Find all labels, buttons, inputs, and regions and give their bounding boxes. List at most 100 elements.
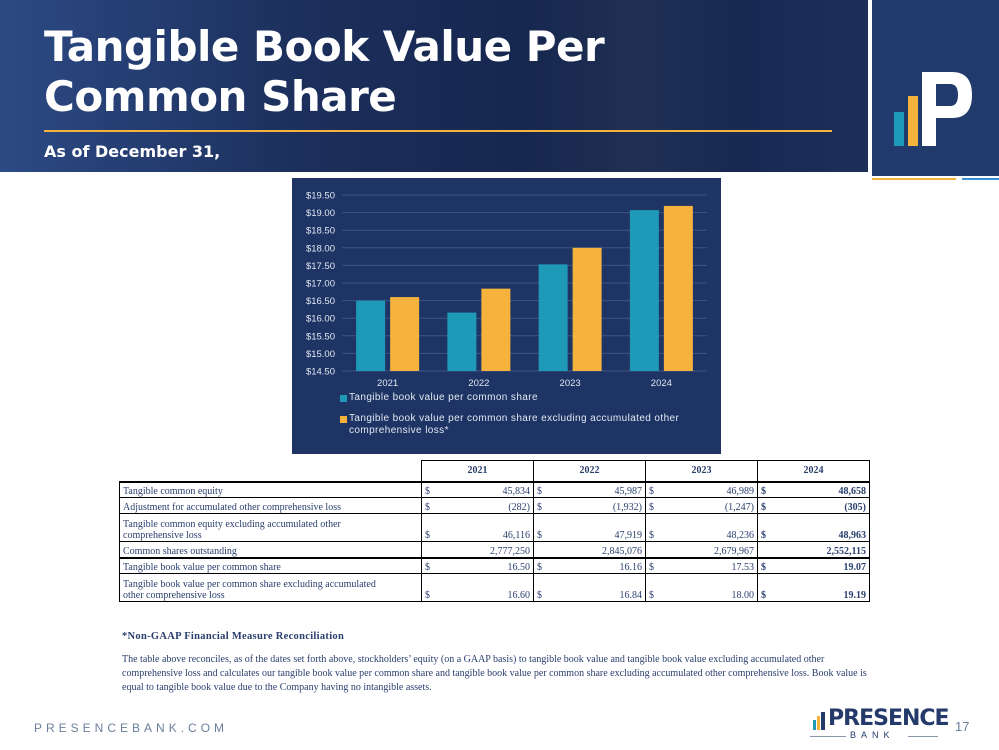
row-label-line: Adjustment for accumulated other compreh… (123, 502, 341, 513)
y-tick-label: $17.00 (306, 279, 335, 290)
currency-symbol: $ (421, 481, 434, 498)
row-label: Tangible common equity excluding accumul… (119, 513, 422, 542)
currency-symbol: $ (533, 481, 546, 498)
table-cell-value: 19.19 (769, 573, 870, 602)
currency-symbol: $ (533, 497, 546, 514)
x-tick-label: 2022 (468, 378, 489, 389)
currency-symbol (757, 541, 770, 559)
currency-symbol (533, 541, 546, 559)
x-tick-label: 2024 (651, 378, 672, 389)
footer-logo-icon (813, 712, 825, 730)
table-cell-value: 48,236 (657, 513, 758, 542)
legend-label-tbv-ex-aocl: Tangible book value per common share exc… (349, 413, 679, 437)
table-row: Tangible book value per common share $16.… (119, 557, 870, 574)
legend-label-tbv: Tangible book value per common share (349, 392, 538, 403)
currency-symbol: $ (421, 497, 434, 514)
chart-legend: Tangible book value per common share Tan… (340, 392, 710, 446)
y-tick-label: $15.00 (306, 349, 335, 360)
table-cell-value: 16.60 (433, 573, 534, 602)
table-cell-value: 18.00 (657, 573, 758, 602)
bar-tbv (629, 210, 659, 371)
page-subtitle: As of December 31, (44, 142, 221, 161)
y-tick-label: $15.50 (306, 331, 335, 342)
bar-chart: $14.50 $15.00 $15.50 $16.00 $16.50 $17.00 $17.… (306, 191, 707, 389)
row-label: Adjustment for accumulated other compreh… (119, 497, 422, 514)
x-tick-label: 2023 (560, 378, 581, 389)
row-label: Common shares outstanding (119, 541, 422, 559)
currency-symbol: $ (757, 557, 770, 574)
title-line-1: Tangible Book Value Per (44, 22, 605, 71)
table-header-row: 2021 2022 2023 2024 (119, 460, 870, 483)
table-header-blank (119, 460, 422, 483)
legend-item-tbv-ex-aocl: Tangible book value per common share exc… (340, 413, 710, 437)
currency-symbol: $ (421, 513, 434, 542)
page-title: Tangible Book Value Per Common Share (44, 22, 744, 122)
y-tick-label: $16.00 (306, 314, 335, 325)
table-cell-value: (1,247) (657, 497, 758, 514)
footer-brand-rule-right (908, 736, 938, 737)
legend-item-tbv: Tangible book value per common share (340, 392, 710, 404)
brand-logo-block (872, 0, 999, 176)
row-label-line: Tangible book value per common share (123, 562, 281, 573)
table-row: Tangible common equity $45,834 $45,987 $46,… (119, 481, 870, 498)
bar-tbv (538, 264, 568, 371)
table-cell-value: (305) (769, 497, 870, 514)
currency-symbol: $ (757, 481, 770, 498)
bar-tbv-ex-aocl (572, 247, 602, 371)
legend-swatch-teal (340, 395, 347, 402)
table-cell-value: 2,845,076 (545, 541, 646, 559)
table-cell-value: 2,679,967 (657, 541, 758, 559)
y-tick-label: $16.50 (306, 296, 335, 307)
y-tick-label: $18.50 (306, 226, 335, 237)
footer-logo: PRESENCE BANK (810, 706, 950, 744)
currency-symbol: $ (645, 497, 658, 514)
table-row: Adjustment for accumulated other compreh… (119, 497, 870, 514)
table-cell-value: 48,963 (769, 513, 870, 542)
row-label-line: other comprehensive loss (123, 590, 225, 601)
bar-tbv-ex-aocl (390, 297, 420, 371)
row-label: Tangible book value per common share (119, 557, 422, 574)
currency-symbol: $ (533, 513, 546, 542)
bar-tbv-ex-aocl (663, 205, 693, 371)
row-label-line: Tangible common equity excluding accumul… (123, 519, 341, 530)
table-row: Tangible common equity excluding accumul… (119, 513, 870, 542)
currency-symbol: $ (645, 573, 658, 602)
page-number: 17 (955, 719, 970, 734)
footer-brand: PRESENCE (828, 706, 950, 731)
x-tick-label: 2021 (377, 378, 398, 389)
y-tick-label: $18.00 (306, 243, 335, 254)
y-tick-label: $19.50 (306, 191, 335, 202)
table-cell-value: 48,658 (769, 481, 870, 498)
footer-url[interactable]: PRESENCEBANK.COM (34, 721, 229, 735)
bar-tbv (356, 300, 386, 371)
row-label: Tangible common equity (119, 481, 422, 498)
footer-brand-sub: BANK (850, 730, 895, 740)
table-cell-value: 19.07 (769, 557, 870, 574)
currency-symbol: $ (757, 497, 770, 514)
legend-label-line-2: comprehensive loss* (349, 425, 449, 436)
presence-logo-icon (894, 72, 972, 146)
table-cell-value: (1,932) (545, 497, 646, 514)
currency-symbol: $ (421, 557, 434, 574)
table-header-year: 2022 (533, 460, 646, 483)
currency-symbol: $ (533, 557, 546, 574)
legend-swatch-gold (340, 416, 347, 423)
table-cell-value: 46,116 (433, 513, 534, 542)
reconciliation-table: 2021 2022 2023 2024 Tangible common equi… (119, 460, 870, 602)
footer-brand-rule-left (810, 736, 846, 737)
row-label-line: comprehensive loss (123, 530, 202, 541)
currency-symbol: $ (645, 513, 658, 542)
currency-symbol: $ (421, 573, 434, 602)
table-cell-value: 16.50 (433, 557, 534, 574)
bar-tbv (447, 312, 477, 371)
currency-symbol: $ (757, 573, 770, 602)
note-body: The table above reconciles, as of the da… (122, 654, 867, 693)
table-cell-value: 45,987 (545, 481, 646, 498)
y-tick-label: $14.50 (306, 367, 335, 378)
header-banner (0, 0, 868, 172)
table-header-year: 2023 (645, 460, 758, 483)
row-label-line: Tangible common equity (123, 486, 223, 497)
table-cell-value: 47,919 (545, 513, 646, 542)
row-label-line: Tangible book value per common share exc… (123, 579, 376, 590)
currency-symbol (645, 541, 658, 559)
